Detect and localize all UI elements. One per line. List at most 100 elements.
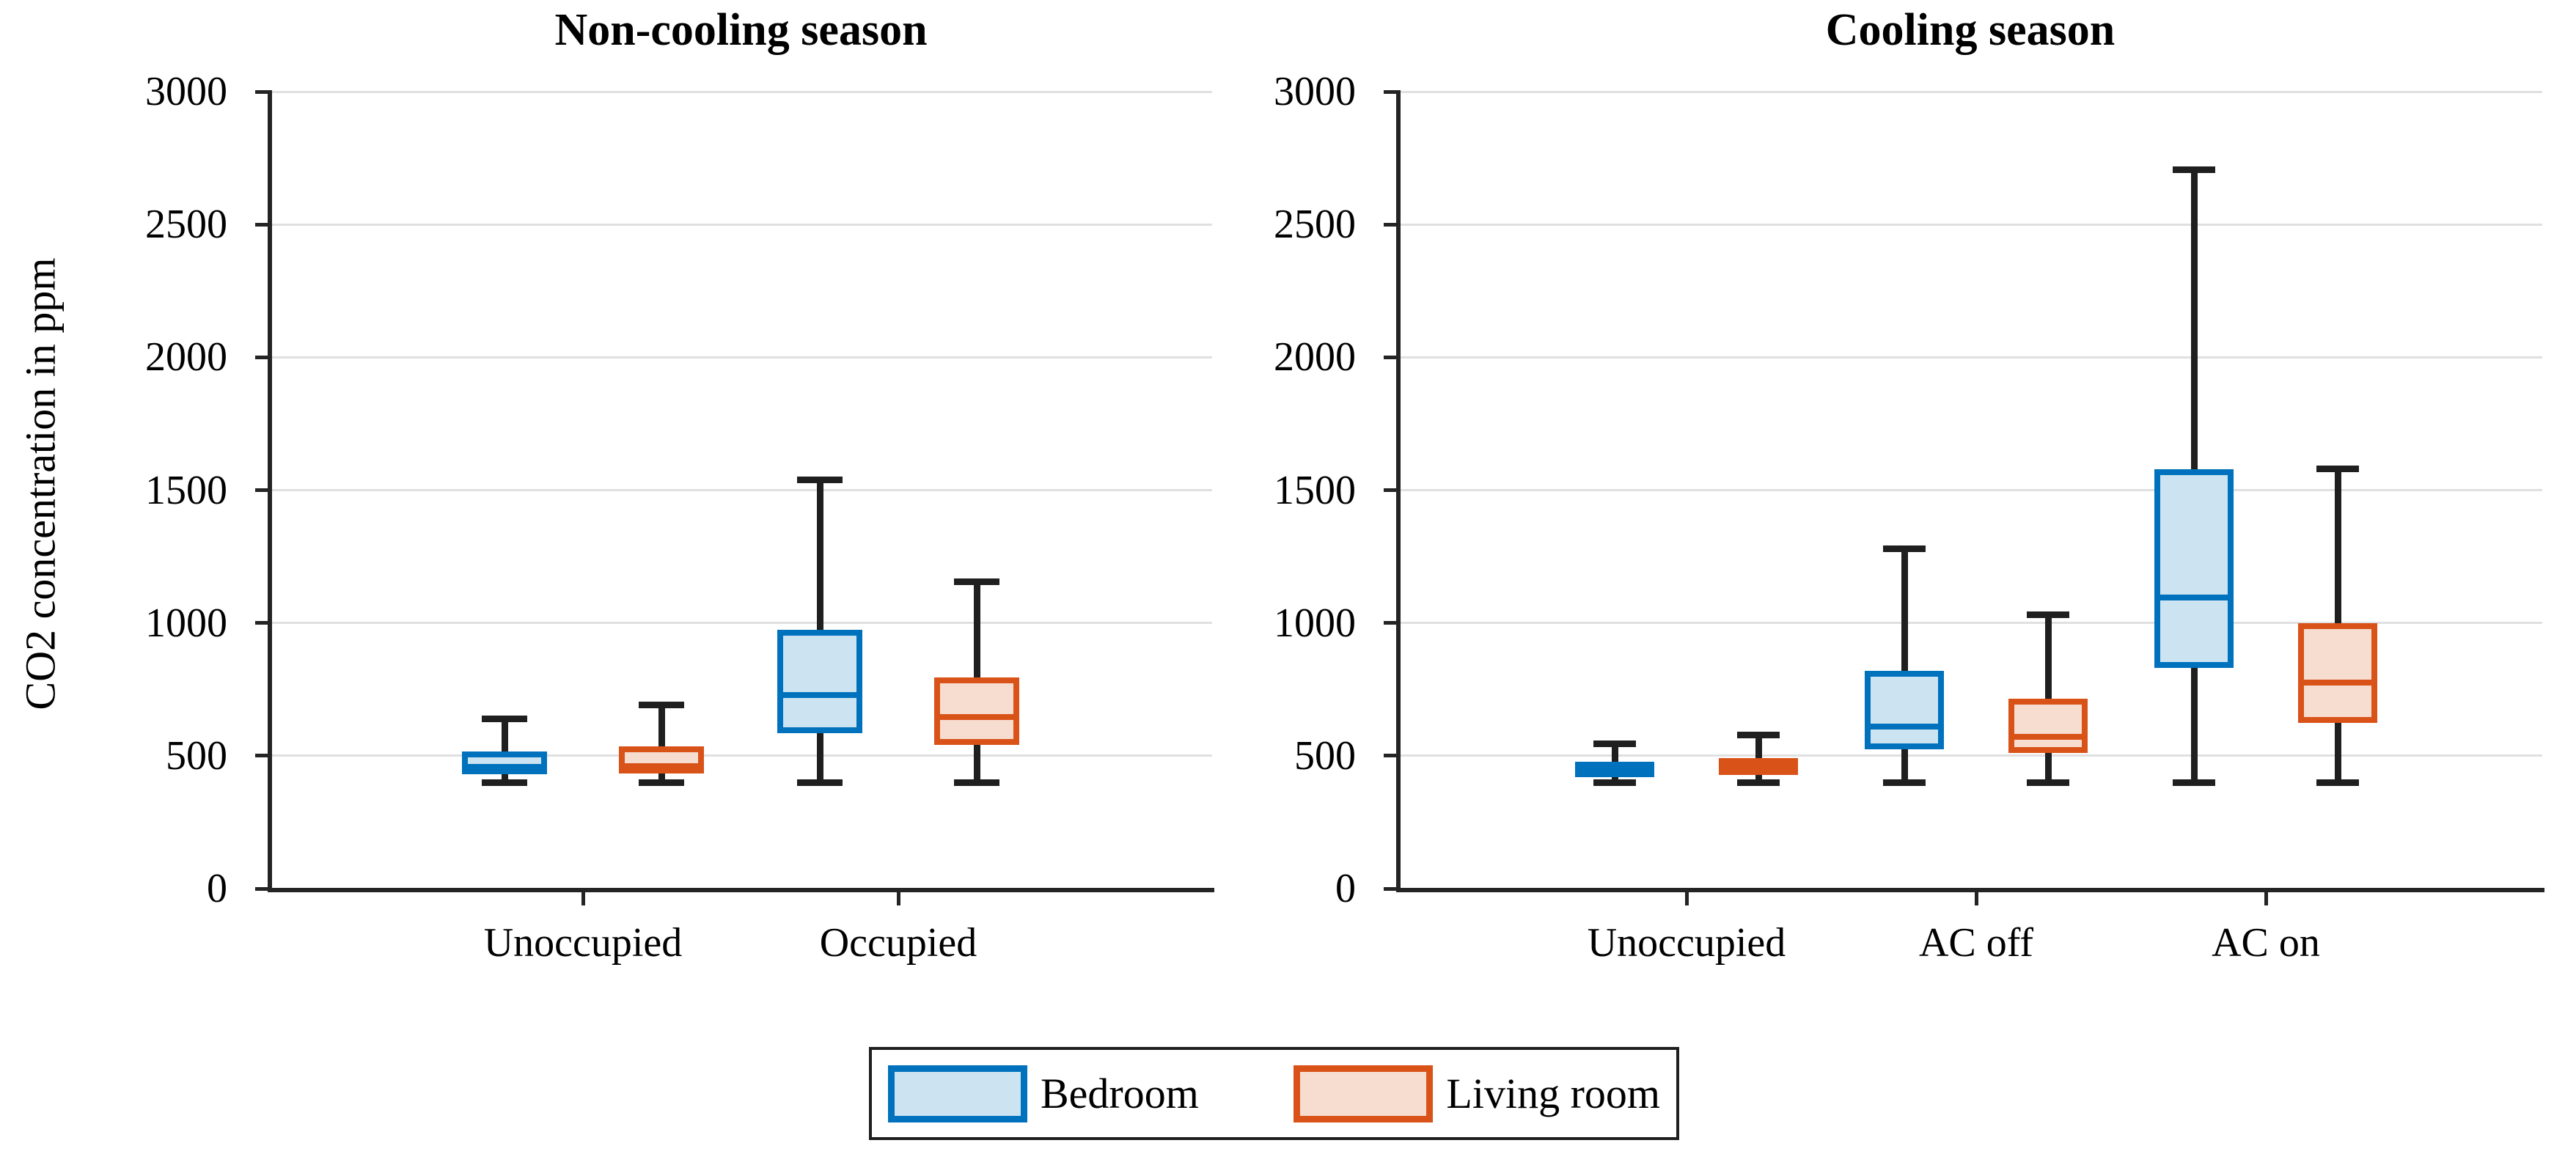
y-tick-label: 2500 [1274, 202, 1356, 248]
whisker-line-living-room-ac-off [2044, 614, 2052, 783]
legend-label-bedroom: Bedroom [1041, 1070, 1199, 1117]
x-axis-line [268, 888, 1214, 892]
whisker-cap-max-bedroom-ac-off [1882, 545, 1926, 552]
whisker-cap-max-living-room-unoccupied [1736, 732, 1780, 739]
gridline [1398, 489, 2542, 491]
y-tick-label: 1000 [1274, 600, 1356, 646]
box-bedroom-unoccupied [462, 751, 547, 775]
y-tick-label: 1500 [145, 467, 227, 513]
whisker-line-living-room-unoccupied [658, 705, 665, 783]
x-tick [1974, 892, 1978, 905]
y-tick-label: 1000 [145, 600, 227, 646]
panel-title: Cooling season [1825, 5, 2116, 55]
median-line-bedroom-unoccupied [1579, 765, 1651, 772]
whisker-line-bedroom-unoccupied [501, 719, 508, 783]
median-line-bedroom-ac-off [1868, 723, 1940, 729]
x-tick-label: Occupied [819, 920, 977, 966]
whisker-cap-max-bedroom-occupied [796, 476, 843, 483]
gridline [1398, 90, 2542, 93]
whisker-cap-min-bedroom-unoccupied [1593, 779, 1637, 786]
y-tick [255, 886, 270, 891]
x-tick [1684, 892, 1689, 905]
median-line-living-room-ac-off [2012, 733, 2084, 740]
x-tick-label: AC off [1918, 920, 2034, 966]
y-tick [255, 355, 270, 359]
median-line-living-room-unoccupied [1722, 764, 1794, 771]
whisker-cap-min-living-room-unoccupied [1736, 779, 1780, 786]
x-tick-label: Unoccupied [483, 920, 683, 966]
whisker-cap-min-bedroom-unoccupied [481, 779, 528, 786]
x-tick [896, 892, 900, 905]
y-tick-label: 3000 [1274, 69, 1356, 114]
whisker-cap-max-living-room-occupied [953, 578, 1000, 585]
whisker-cap-max-bedroom-unoccupied [1593, 740, 1637, 748]
y-axis-line [1396, 90, 1401, 890]
median-line-living-room-ac-on [2302, 680, 2374, 686]
gridline [1398, 754, 2542, 757]
gridline [270, 90, 1212, 93]
whisker-line-bedroom-ac-off [1901, 548, 1908, 783]
median-line-bedroom-occupied [781, 692, 859, 699]
whisker-cap-max-living-room-ac-on [2316, 466, 2360, 472]
y-tick [1384, 754, 1398, 758]
x-axis-line [1396, 888, 2544, 892]
y-tick-label: 500 [1294, 732, 1356, 779]
whisker-cap-max-living-room-unoccupied [638, 702, 685, 709]
box-bedroom-ac-off [1865, 670, 1944, 749]
y-tick-label: 3000 [145, 69, 227, 114]
gridline [270, 622, 1212, 625]
whisker-cap-min-bedroom-ac-off [1882, 779, 1926, 786]
y-tick-label: 0 [1335, 866, 1356, 911]
y-tick-label: 500 [166, 732, 227, 779]
y-tick [1384, 222, 1398, 227]
legend-label-living-room: Living room [1446, 1070, 1660, 1117]
x-tick [581, 892, 585, 905]
median-line-living-room-unoccupied [623, 762, 700, 769]
gridline [1398, 356, 2542, 359]
y-tick-label: 2000 [145, 334, 227, 381]
whisker-cap-min-living-room-unoccupied [638, 779, 685, 786]
x-tick-label: AC on [2212, 920, 2320, 966]
legend-item-living-room: Living room [1293, 1065, 1660, 1122]
gridline [270, 754, 1212, 757]
median-line-bedroom-ac-on [2158, 595, 2230, 601]
gridline [1398, 622, 2542, 625]
gridline [270, 223, 1212, 226]
y-tick [255, 89, 270, 94]
legend-swatch-bedroom [888, 1065, 1027, 1122]
box-bedroom-occupied [777, 629, 862, 734]
y-tick-label: 2500 [145, 202, 227, 248]
whisker-cap-max-bedroom-unoccupied [481, 715, 528, 722]
whisker-cap-min-bedroom-ac-on [2172, 779, 2216, 786]
box-bedroom-ac-on [2154, 468, 2234, 669]
whisker-cap-min-living-room-ac-on [2316, 779, 2360, 786]
box-living-room-ac-off [2008, 698, 2088, 754]
gridline [270, 489, 1212, 491]
whisker-cap-max-living-room-ac-off [2026, 611, 2070, 619]
whisker-cap-min-living-room-occupied [953, 779, 1000, 786]
y-tick [1384, 886, 1398, 891]
box-living-room-ac-on [2298, 622, 2377, 723]
y-tick [1384, 621, 1398, 625]
y-tick [255, 754, 270, 758]
panel-title: Non-cooling season [554, 5, 928, 55]
box-living-room-unoccupied [619, 746, 704, 774]
y-tick-label: 2000 [1274, 334, 1356, 381]
legend-swatch-living-room [1293, 1065, 1434, 1122]
whisker-cap-max-bedroom-ac-on [2172, 166, 2216, 174]
x-tick [2264, 892, 2268, 905]
x-tick-label: Unoccupied [1587, 920, 1786, 966]
whisker-cap-min-bedroom-occupied [796, 779, 843, 786]
y-tick [1384, 355, 1398, 359]
whisker-cap-min-living-room-ac-off [2026, 779, 2070, 786]
y-tick [255, 488, 270, 492]
gridline [270, 356, 1212, 359]
legend: Bedroom Living room [869, 1047, 1679, 1140]
gridline [1398, 223, 2542, 226]
y-tick [255, 222, 270, 227]
legend-item-bedroom: Bedroom [888, 1065, 1199, 1122]
median-line-living-room-occupied [938, 714, 1016, 721]
y-axis-line [268, 90, 272, 890]
